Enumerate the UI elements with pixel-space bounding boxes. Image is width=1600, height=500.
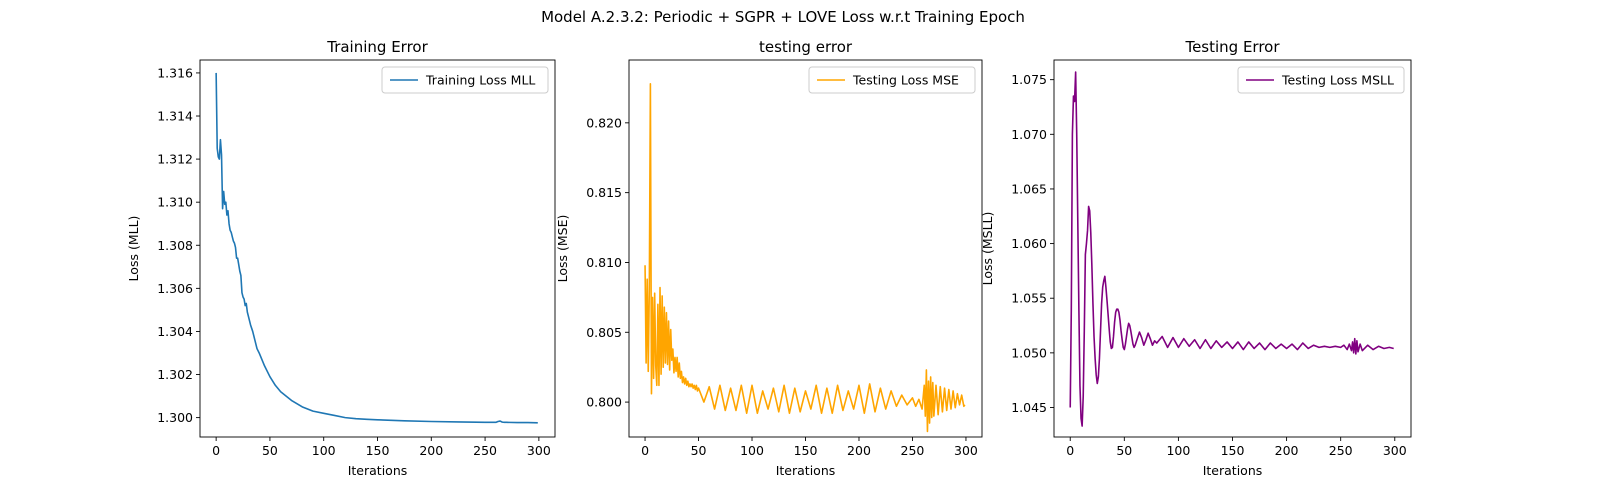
legend-box	[808, 66, 976, 94]
chart-title: Testing Error	[1184, 38, 1280, 56]
chart-panel-training-error: 0 50 100 150 200 250 300 1.300 1.302 1.304 1.306 1.…	[126, 38, 556, 478]
y-tick-label: 1.045	[1011, 400, 1047, 415]
y-tick-label: 1.075	[1011, 72, 1047, 87]
y-tick-label: 1.316	[157, 65, 193, 80]
y-tick-label: 1.050	[1011, 345, 1047, 360]
x-tick-label: 50	[1116, 443, 1132, 458]
y-tick-label: 1.070	[1011, 127, 1047, 142]
legend-box	[1237, 66, 1405, 94]
x-tick-label: 0	[641, 443, 649, 458]
series-line-testing-loss-mse	[644, 82, 966, 433]
figure-suptitle: Model A.2.3.2: Periodic + SGPR + LOVE Lo…	[541, 8, 1025, 26]
chart-panel-testing-error-msll: 0 50 100 150 200 250 300 1.045 1.050 1.055 1.060 1.…	[980, 38, 1412, 478]
x-tick-label: 250	[901, 443, 925, 458]
y-tick-label: 0.820	[586, 115, 622, 130]
y-tick-label: 0.810	[586, 255, 622, 270]
y-tick-label: 1.306	[157, 281, 193, 296]
y-tick-label: 0.815	[586, 185, 622, 200]
y-tick-label: 0.805	[586, 325, 622, 340]
x-tick-label: 150	[366, 443, 390, 458]
y-tick-label: 1.304	[157, 324, 193, 339]
y-tick-label: 1.065	[1011, 181, 1047, 196]
chart-title: Training Error	[326, 38, 428, 56]
legend-label: Testing Loss MSE	[852, 73, 959, 88]
x-tick-label: 300	[527, 443, 551, 458]
x-tick-label: 100	[1166, 443, 1190, 458]
x-tick-label: 200	[847, 443, 871, 458]
x-tick-label: 300	[954, 443, 978, 458]
chart-panel-testing-error-mse: 0 50 100 150 200 250 300 0.800 0.805 0.810 0.815 0.…	[555, 38, 983, 478]
y-axis-label: Loss (MSE)	[555, 215, 570, 283]
y-tick-label: 1.314	[157, 109, 193, 124]
y-tick-label: 1.310	[157, 195, 193, 210]
legend-label: Training Loss MLL	[425, 73, 535, 88]
y-tick-label: 1.308	[157, 238, 193, 253]
y-tick-label: 1.302	[157, 367, 193, 382]
x-tick-label: 200	[419, 443, 443, 458]
y-tick-label: 1.055	[1011, 291, 1047, 306]
x-tick-label: 0	[212, 443, 220, 458]
axes-frame	[199, 59, 556, 438]
y-axis-label: Loss (MSLL)	[980, 212, 995, 286]
x-tick-label: 250	[1329, 443, 1353, 458]
y-tick-label: 1.060	[1011, 236, 1047, 251]
legend-label: Testing Loss MSLL	[1281, 73, 1394, 88]
x-axis-label: Iterations	[776, 463, 836, 478]
x-tick-label: 100	[740, 443, 764, 458]
x-axis-label: Iterations	[348, 463, 408, 478]
y-tick-label: 1.312	[157, 152, 193, 167]
y-tick-label: 0.800	[586, 395, 622, 410]
legend: Testing Loss MSE	[808, 66, 976, 94]
y-tick-label: 1.300	[157, 410, 193, 425]
chart-title: testing error	[759, 38, 853, 56]
x-tick-label: 0	[1066, 443, 1074, 458]
x-tick-label: 50	[262, 443, 278, 458]
series-line-training-loss-mll	[215, 72, 538, 424]
axes-frame	[1053, 59, 1412, 438]
x-tick-label: 150	[794, 443, 818, 458]
series-line-testing-loss-msll	[1069, 71, 1394, 427]
legend: Training Loss MLL	[381, 66, 549, 94]
legend-box	[381, 66, 549, 94]
x-axis-label: Iterations	[1203, 463, 1263, 478]
x-tick-label: 200	[1275, 443, 1299, 458]
y-axis-label: Loss (MLL)	[126, 216, 141, 282]
x-tick-label: 300	[1383, 443, 1407, 458]
x-tick-label: 150	[1221, 443, 1245, 458]
x-tick-label: 250	[473, 443, 497, 458]
x-tick-label: 50	[691, 443, 707, 458]
x-tick-label: 100	[312, 443, 336, 458]
legend: Testing Loss MSLL	[1237, 66, 1405, 94]
